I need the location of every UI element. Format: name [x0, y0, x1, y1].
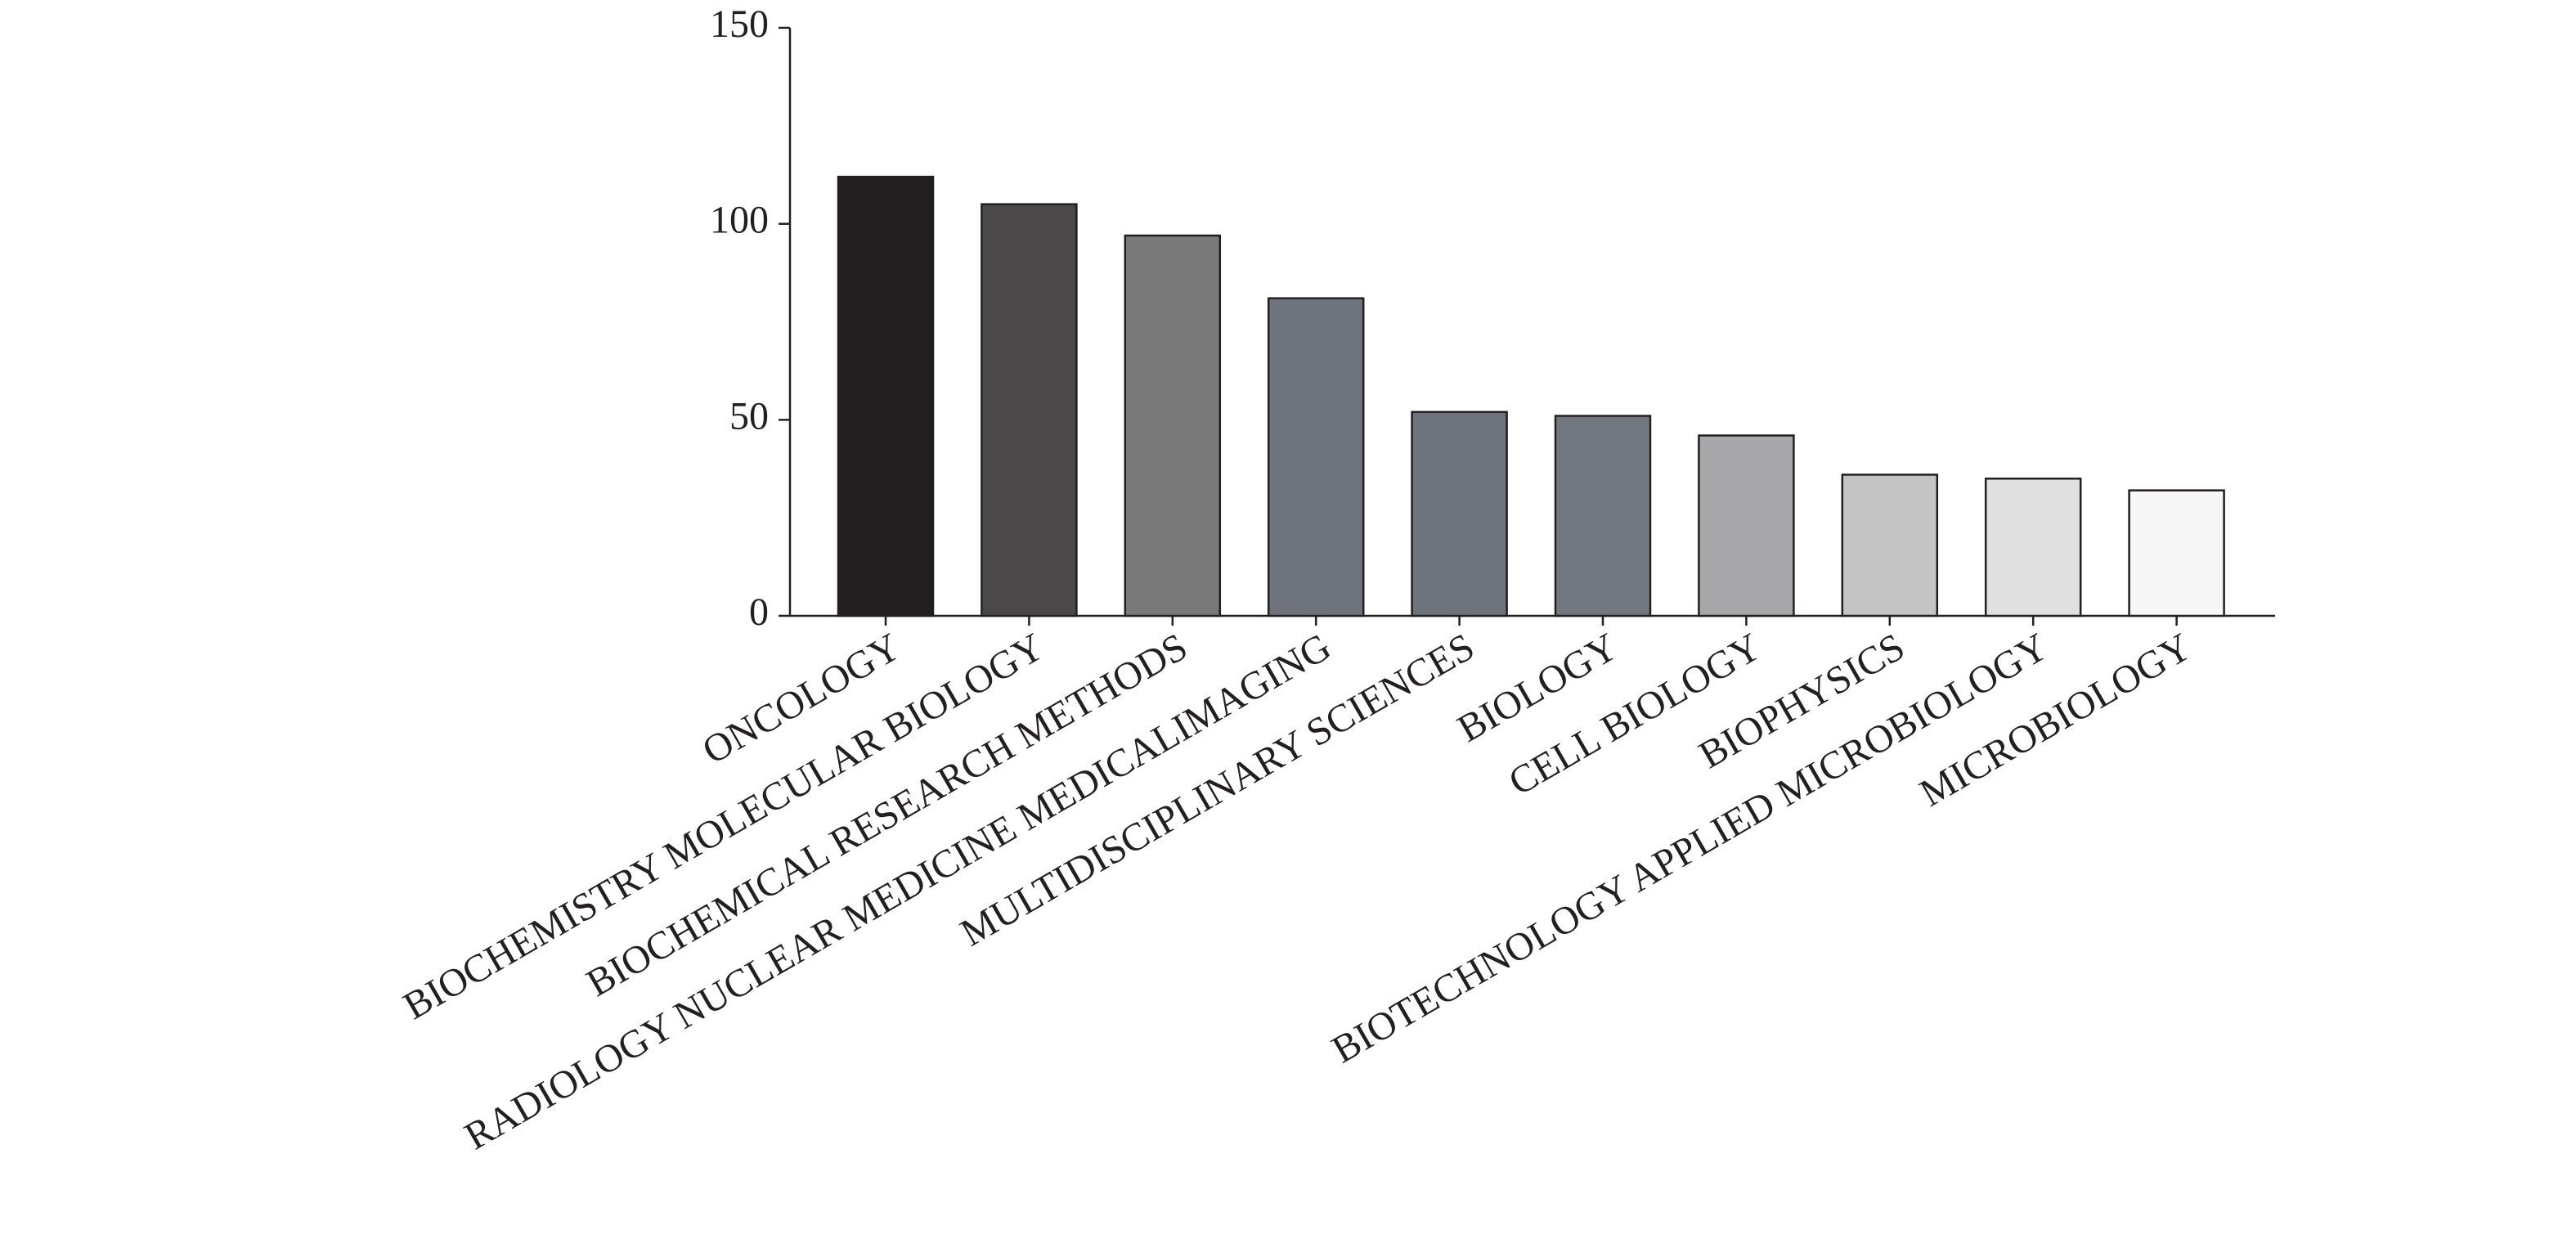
x-tick-label: CELL BIOLOGY: [1501, 625, 1768, 804]
y-tick-label: 150: [710, 2, 769, 46]
bar: [981, 203, 1078, 617]
bar: [1841, 474, 1939, 617]
y-tick-label: 50: [729, 394, 769, 438]
bar: [1984, 477, 2082, 617]
y-tick-label: 100: [710, 199, 769, 242]
bar: [1124, 234, 1222, 617]
bar: [1411, 411, 1508, 617]
bar: [2128, 489, 2225, 617]
bar: [837, 175, 935, 617]
bar: [1698, 434, 1795, 617]
bar: [1267, 297, 1365, 617]
y-tick-label: 0: [749, 590, 769, 634]
x-tick-label: BIOCHEMICAL RESEARCH METHODS: [579, 625, 1194, 1005]
bar: [1554, 415, 1652, 617]
